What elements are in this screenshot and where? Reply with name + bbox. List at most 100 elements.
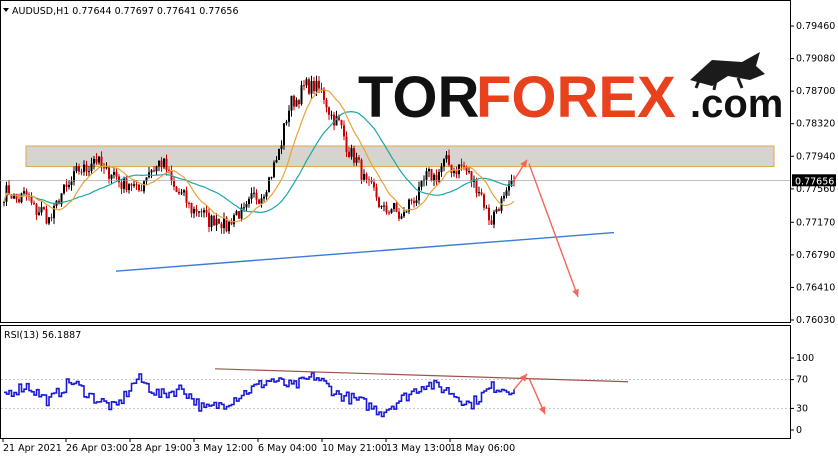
candle-body [128, 184, 130, 191]
candle-body [160, 160, 163, 168]
candle-body [38, 212, 40, 215]
candle-body [340, 119, 343, 126]
candle-body [498, 209, 500, 211]
candle-body [283, 123, 285, 146]
candle-body [323, 88, 325, 100]
candle-body [248, 198, 250, 205]
candle-body [30, 196, 33, 203]
header-triangle-icon [3, 8, 9, 12]
candle-body [235, 211, 238, 216]
candle-body [258, 199, 260, 204]
candle-body [220, 223, 223, 229]
candle-body [445, 155, 448, 160]
candle-body [135, 184, 138, 186]
candle-body [228, 221, 230, 232]
candle-body [505, 190, 508, 196]
candle-body [328, 107, 330, 115]
candle-body [395, 203, 398, 212]
candle-body [343, 125, 345, 137]
candle-body [410, 199, 413, 201]
candle-body [110, 174, 113, 179]
candle-body [265, 192, 268, 197]
candle-body [438, 172, 440, 182]
candle-body [285, 121, 288, 124]
candle-body [240, 207, 243, 219]
candle-body [330, 114, 333, 116]
support-trendline [115, 231, 615, 272]
candle-body [360, 159, 363, 180]
candle-body [40, 207, 43, 213]
candle-body [488, 207, 490, 221]
candle-body [490, 220, 493, 225]
candle-body [463, 165, 465, 167]
candle-body [483, 194, 485, 208]
candle-body [95, 158, 98, 163]
rsi-panel-frame [0, 325, 791, 439]
candle-body [68, 184, 70, 187]
candle-body [190, 202, 193, 214]
candle-body [243, 207, 245, 209]
candle-body [25, 191, 28, 195]
time-tick-label: 21 Apr 2021 [3, 443, 62, 454]
candle-body [250, 193, 253, 199]
candle-body [205, 210, 208, 213]
rsi-level-lines [1, 379, 790, 409]
candle-body [203, 210, 205, 213]
candle-body [45, 209, 48, 224]
time-tick-label: 18 May 06:00 [450, 443, 515, 454]
candle-body [388, 212, 390, 214]
rsi-line [4, 372, 515, 418]
candle-body [450, 164, 453, 174]
candle-body [153, 170, 155, 172]
candle-body [260, 198, 263, 204]
rsi-tick-label: 30 [796, 403, 808, 414]
candle-body [418, 186, 420, 201]
candle-body [180, 192, 183, 194]
candle-body [8, 185, 10, 195]
logo-forex: FOREX [476, 65, 676, 130]
chart-header: AUDUSD,H1 0.77644 0.77697 0.77641 0.7765… [12, 6, 239, 17]
torforex-logo: TOR FOREX .com [358, 52, 783, 130]
price-tick-label: 0.79080 [796, 54, 835, 65]
candle-body [298, 100, 300, 105]
candle-body [390, 209, 393, 213]
price-tick-label: 0.77170 [796, 217, 835, 228]
candle-body [33, 202, 35, 205]
rsi-header: RSI(13) 56.1887 [4, 330, 81, 341]
candle-body [510, 180, 513, 185]
forecast-arrows [513, 159, 579, 298]
candle-body [345, 136, 348, 152]
candle-body [163, 158, 165, 168]
candle-body [338, 115, 340, 120]
time-axis: 21 Apr 2021 26 Apr 03:00 28 Apr 19:00 3 May… [2, 438, 515, 454]
candle-body [475, 179, 478, 193]
candle-body [413, 200, 415, 204]
rsi-tick-label: 100 [796, 353, 814, 364]
candle-body [58, 200, 60, 205]
candle-body [335, 115, 338, 126]
candle-body [108, 167, 110, 179]
candle-body [400, 216, 403, 219]
candle-body [65, 184, 68, 187]
candle-body [78, 166, 80, 172]
candle-body [453, 170, 455, 174]
current-price-tag [792, 174, 836, 187]
candle-body [200, 211, 203, 213]
candle-body [100, 156, 103, 168]
candle-body [415, 200, 418, 204]
candle-body [465, 166, 468, 172]
candle-body [80, 171, 83, 173]
candle-body [303, 85, 305, 87]
rsi-axis: 100 70 30 0 [790, 353, 814, 436]
candle-body [468, 171, 470, 173]
candle-body [295, 100, 298, 107]
time-tick-label: 26 Apr 03:00 [66, 443, 128, 454]
candle-body [275, 159, 278, 163]
candle-body [358, 157, 360, 160]
candle-body [88, 171, 90, 173]
rsi-forecast-arrows [513, 373, 546, 415]
candle-body [513, 180, 515, 182]
candle-body [300, 85, 303, 105]
current-price-label: 0.77656 [795, 176, 834, 187]
